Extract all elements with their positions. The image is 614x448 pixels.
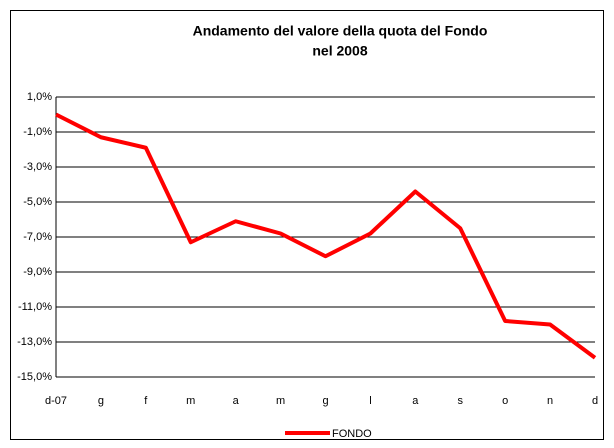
chart-title: Andamento del valore della quota del Fon… <box>193 23 488 39</box>
x-tick-label: f <box>144 395 148 407</box>
x-tick-label: a <box>233 395 240 407</box>
x-tick-label: s <box>458 395 464 407</box>
y-tick-label: -3,0% <box>23 161 52 173</box>
y-tick-label: -13,0% <box>17 336 52 348</box>
x-tick-label: g <box>98 395 104 407</box>
chart-border <box>10 10 604 440</box>
y-tick-label: 1,0% <box>27 91 52 103</box>
x-tick-label: o <box>502 395 508 407</box>
y-tick-label: -11,0% <box>18 301 52 313</box>
x-tick-label: g <box>322 395 328 407</box>
x-tick-label: m <box>186 395 195 407</box>
legend-label: FONDO <box>332 428 372 440</box>
x-tick-label: a <box>412 395 419 407</box>
x-tick-label: l <box>369 395 371 407</box>
y-tick-label: -9,0% <box>23 266 52 278</box>
y-tick-label: -1,0% <box>23 126 52 138</box>
x-tick-label: d <box>592 395 598 407</box>
x-tick-label: n <box>547 395 553 407</box>
y-tick-label: -7,0% <box>23 231 52 243</box>
chart-subtitle: nel 2008 <box>312 43 367 59</box>
y-tick-label: -5,0% <box>23 196 52 208</box>
data-line <box>55 112 597 360</box>
x-tick-label: d-07 <box>45 395 67 407</box>
x-tick-label: m <box>276 395 285 407</box>
y-tick-label: -15,0% <box>17 371 52 383</box>
